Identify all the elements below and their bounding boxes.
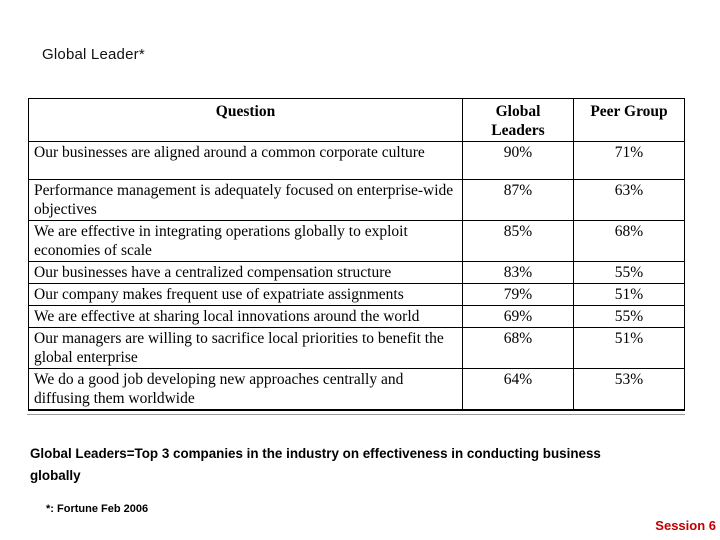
column-header-global-leaders: Global Leaders <box>462 98 574 142</box>
peer-group-cell: 55% <box>573 305 685 328</box>
source-footnote: *: Fortune Feb 2006 <box>46 503 149 515</box>
question-cell: We are effective in integrating operatio… <box>28 220 463 262</box>
question-cell: Our businesses are aligned around a comm… <box>28 141 463 180</box>
peer-group-cell: 53% <box>573 368 685 411</box>
survey-table-container: Question Global Leaders Peer Group Our b… <box>27 98 685 415</box>
session-label: Session 6 <box>655 518 716 533</box>
global-leaders-cell: 90% <box>462 141 574 180</box>
table-row: Our businesses have a centralized compen… <box>28 261 685 284</box>
question-cell: We are effective at sharing local innova… <box>28 305 463 328</box>
question-cell: We do a good job developing new approach… <box>28 368 463 411</box>
survey-table: Question Global Leaders Peer Group Our b… <box>28 98 685 411</box>
question-cell: Performance management is adequately foc… <box>28 179 463 221</box>
peer-group-cell: 68% <box>573 220 685 262</box>
table-row: We are effective at sharing local innova… <box>28 305 685 328</box>
global-leaders-cell: 83% <box>462 261 574 284</box>
column-header-question: Question <box>28 98 463 142</box>
question-cell: Our businesses have a centralized compen… <box>28 261 463 284</box>
table-row: Our businesses are aligned around a comm… <box>28 141 685 180</box>
table-row: Our managers are willing to sacrifice lo… <box>28 327 685 369</box>
peer-group-cell: 71% <box>573 141 685 180</box>
column-header-question-label: Question <box>215 103 276 120</box>
global-leaders-cell: 79% <box>462 283 574 306</box>
peer-group-cell: 55% <box>573 261 685 284</box>
global-leaders-cell: 85% <box>462 220 574 262</box>
peer-group-cell: 51% <box>573 283 685 306</box>
table-row: Our company makes frequent use of expatr… <box>28 283 685 306</box>
column-header-peer-group: Peer Group <box>573 98 685 142</box>
global-leaders-cell: 69% <box>462 305 574 328</box>
global-leaders-cell: 87% <box>462 179 574 221</box>
table-row: We are effective in integrating operatio… <box>28 220 685 262</box>
table-row: We do a good job developing new approach… <box>28 368 685 411</box>
global-leaders-cell: 68% <box>462 327 574 369</box>
column-header-peer-group-label: Peer Group <box>590 103 668 120</box>
global-leaders-cell: 64% <box>462 368 574 411</box>
page-title: Global Leader* <box>42 46 145 63</box>
definition-text: Global Leaders=Top 3 companies in the in… <box>30 446 601 483</box>
column-header-global-leaders-label: Global Leaders <box>491 103 545 139</box>
table-header-row: Question Global Leaders Peer Group <box>28 98 685 142</box>
peer-group-cell: 51% <box>573 327 685 369</box>
peer-group-cell: 63% <box>573 179 685 221</box>
question-cell: Our company makes frequent use of expatr… <box>28 283 463 306</box>
question-cell: Our managers are willing to sacrifice lo… <box>28 327 463 369</box>
table-bottom-rule <box>27 414 685 415</box>
table-row: Performance management is adequately foc… <box>28 179 685 221</box>
